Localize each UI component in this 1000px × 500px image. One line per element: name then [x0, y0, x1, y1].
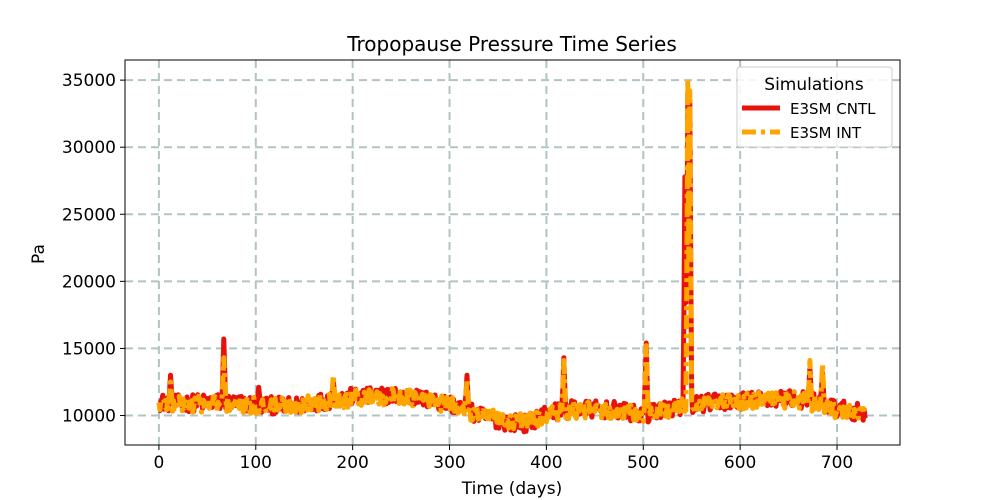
y-axis-ticks: 10000 15000 20000 25000 30000 35000: [62, 71, 125, 426]
x-tick-label: 0: [153, 453, 164, 473]
legend-title: Simulations: [764, 75, 864, 95]
x-tick-label: 300: [433, 453, 465, 473]
x-tick-label: 400: [530, 453, 562, 473]
x-tick-label: 100: [240, 453, 272, 473]
y-tick-label: 10000: [62, 406, 116, 426]
series-layer: [156, 76, 868, 435]
y-tick-label: 20000: [62, 272, 116, 292]
y-axis-label: Pa: [29, 244, 49, 264]
y-tick-label: 35000: [62, 71, 116, 91]
series-line-e3sm-int: [156, 76, 868, 432]
chart-title: Tropopause Pressure Time Series: [346, 32, 677, 56]
x-tick-label: 600: [724, 453, 756, 473]
x-tick-label: 500: [627, 453, 659, 473]
y-tick-label: 30000: [62, 138, 116, 158]
legend-label-e3sm-int: E3SM INT: [790, 124, 862, 142]
x-tick-label: 200: [336, 453, 368, 473]
y-tick-label: 25000: [62, 205, 116, 225]
plot-area-frame: [124, 59, 901, 446]
x-axis-ticks: 0 100 200 300 400 500 600 700: [153, 445, 853, 473]
legend-box: [736, 66, 893, 148]
legend-label-e3sm-cntl: E3SM CNTL: [790, 100, 876, 118]
legend: Simulations E3SM CNTL E3SM INT: [736, 66, 893, 148]
y-tick-label: 15000: [62, 339, 116, 359]
x-tick-label: 700: [821, 453, 853, 473]
x-axis-label: Time (days): [461, 479, 562, 499]
